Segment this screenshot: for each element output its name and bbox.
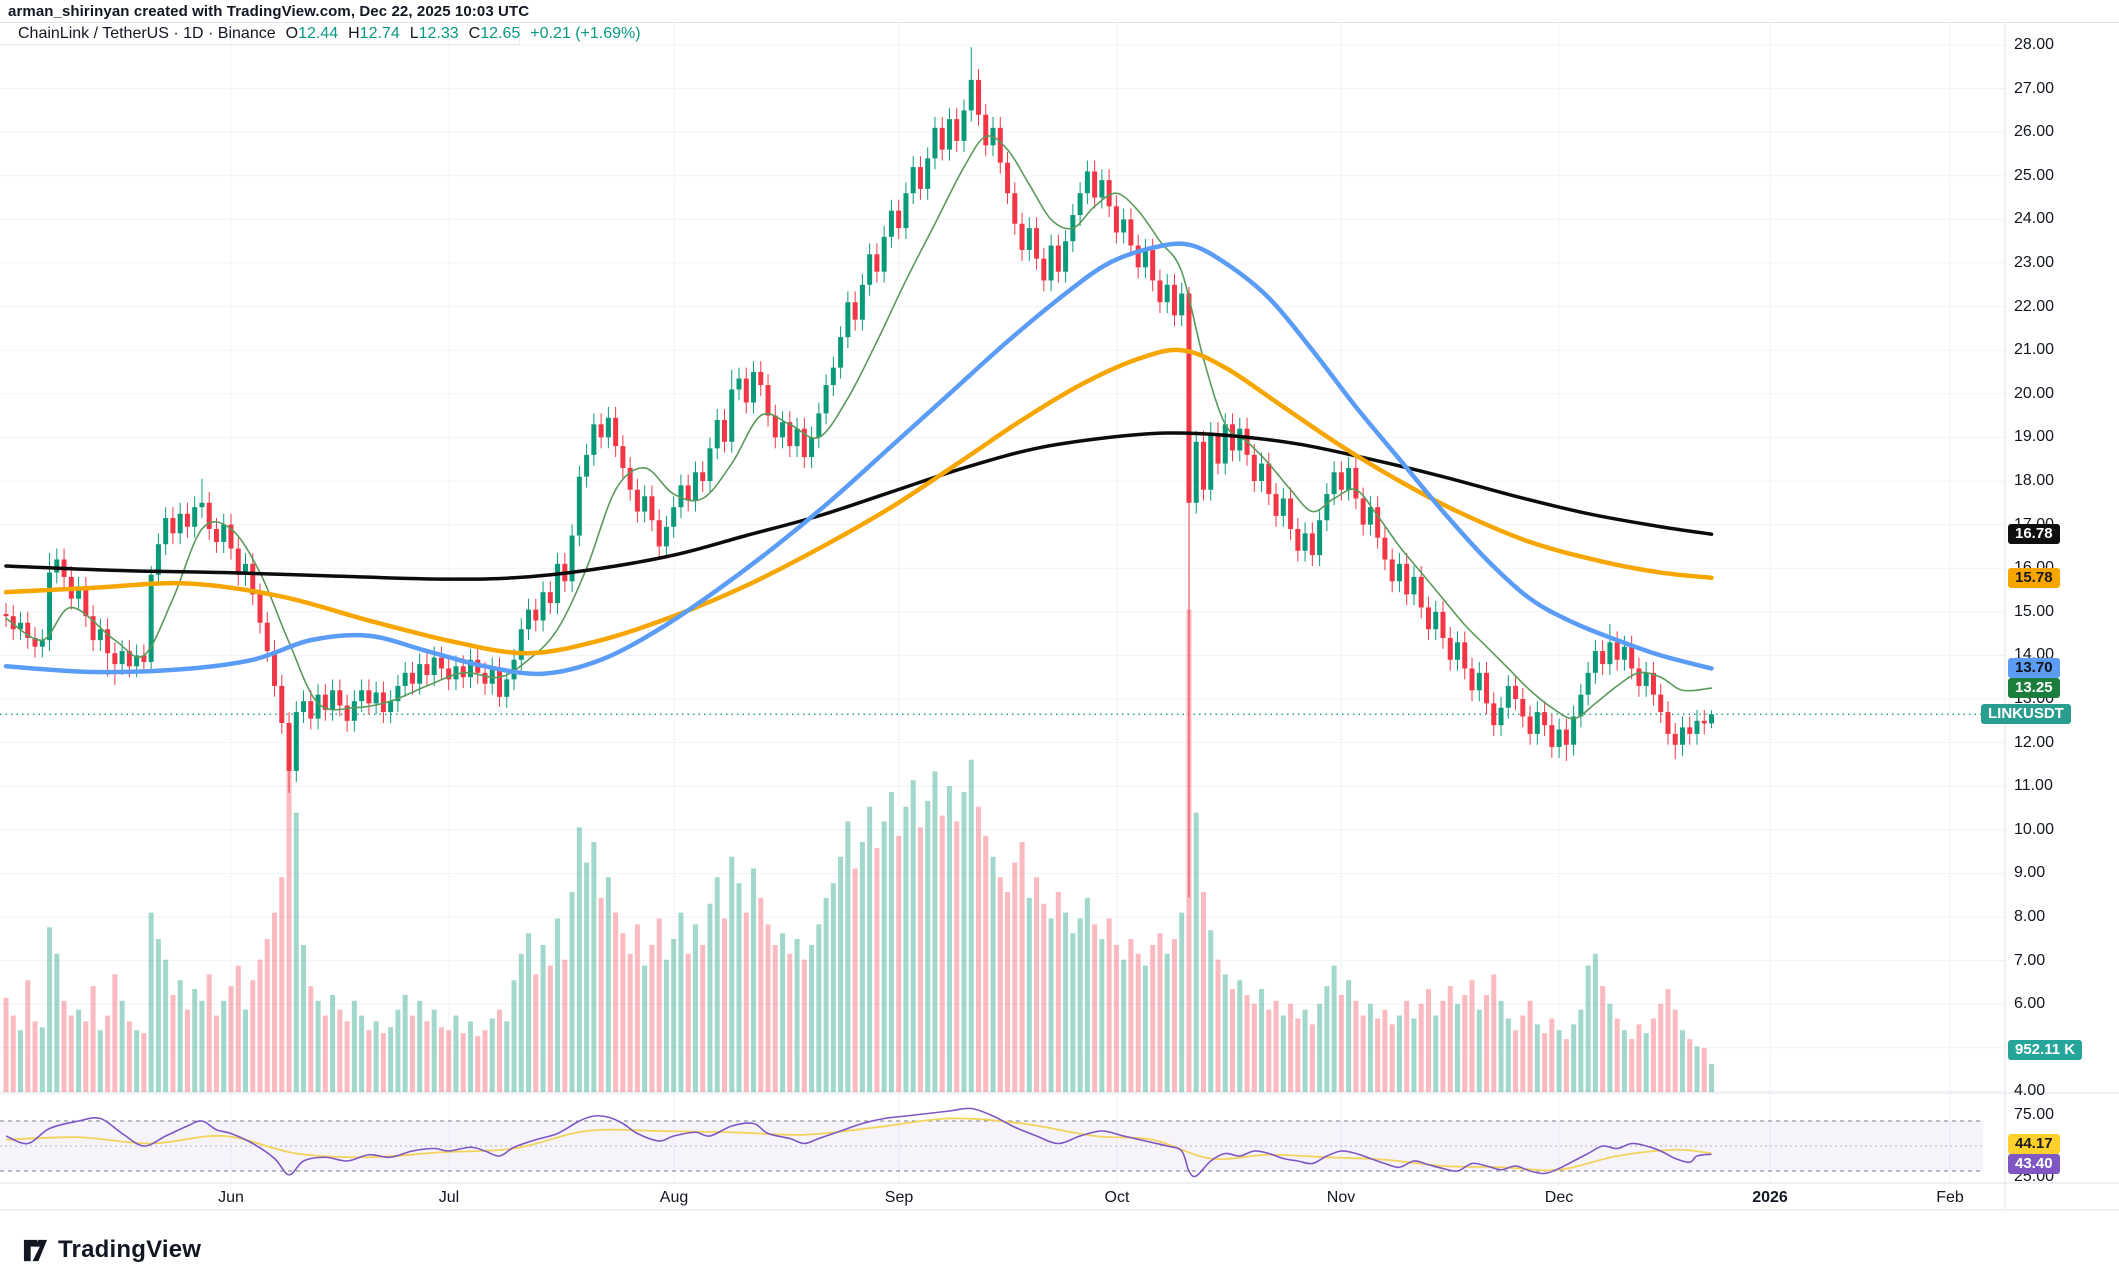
- price-tick-label[interactable]: 9.00: [2014, 864, 2046, 882]
- price-tick-label[interactable]: 7.00: [2014, 951, 2046, 969]
- price-tick-label[interactable]: 27.00: [2014, 79, 2055, 97]
- price-axis-badge: 13.70: [2008, 658, 2060, 679]
- price-tick-label[interactable]: 6.00: [2014, 995, 2046, 1013]
- volume-value-badge: 952.11 K: [2008, 1039, 2083, 1060]
- price-tick-label[interactable]: 25.00: [2014, 166, 2055, 184]
- tradingview-logo-text: TradingView: [58, 1236, 202, 1263]
- high-value: 12.74: [359, 25, 400, 42]
- price-tick-label[interactable]: 10.00: [2014, 820, 2055, 838]
- time-axis-label[interactable]: Oct: [1104, 1189, 1130, 1206]
- price-tick-label[interactable]: 24.00: [2014, 210, 2055, 228]
- time-axis-label[interactable]: Jun: [218, 1189, 244, 1206]
- ma-fast-green-line: [5, 135, 1713, 720]
- attribution-text: arman_shirinyan created with TradingView…: [8, 3, 530, 20]
- price-axis-badge: 16.78: [2008, 524, 2060, 545]
- time-axis-label[interactable]: Nov: [1326, 1189, 1356, 1206]
- symbol-legend-row: ChainLink / TetherUS · 1D · Binance O12.4…: [0, 23, 641, 45]
- rsi-ma-value-badge: 44.17: [2008, 1133, 2060, 1154]
- time-axis-label[interactable]: Aug: [659, 1189, 689, 1206]
- ma-blue-line: [3, 241, 1714, 677]
- close-label: C: [468, 25, 481, 42]
- time-axis-label[interactable]: 2026: [1752, 1189, 1788, 1206]
- low-label: L: [409, 25, 419, 42]
- grid-lines: [0, 22, 2005, 1183]
- volume-bars: [3, 609, 1715, 1092]
- price-tick-label[interactable]: 28.00: [2014, 36, 2055, 53]
- open-label: O: [285, 25, 299, 42]
- price-tick-label[interactable]: 11.00: [2014, 777, 2053, 795]
- symbol-price-badge: LINKUSDT: [1981, 704, 2071, 725]
- price-axis-badge: 13.25: [2008, 678, 2060, 699]
- rsi-value-badge: 43.40: [2008, 1153, 2060, 1174]
- price-tick-label[interactable]: 12.00: [2014, 733, 2055, 751]
- time-axis-label[interactable]: Jul: [438, 1189, 460, 1206]
- price-tick-label[interactable]: 18.00: [2014, 472, 2055, 489]
- open-value: 12.44: [298, 25, 339, 42]
- price-tick-label[interactable]: 23.00: [2014, 254, 2055, 271]
- tradingview-logo-icon: [23, 1239, 48, 1261]
- price-tick-label[interactable]: 20.00: [2014, 384, 2055, 402]
- price-tick-label[interactable]: 19.00: [2014, 428, 2055, 446]
- high-label: H: [348, 25, 360, 42]
- ma-black-line: [4, 431, 1714, 581]
- price-tick-label[interactable]: 15.00: [2014, 602, 2055, 620]
- time-axis-label[interactable]: Feb: [1936, 1189, 1964, 1206]
- price-tick-label[interactable]: 22.00: [2014, 297, 2055, 315]
- symbol-title: ChainLink / TetherUS · 1D · Binance: [18, 25, 276, 42]
- low-value: 12.33: [418, 25, 459, 42]
- price-tick-label[interactable]: 21.00: [2014, 341, 2055, 359]
- symbol-legend[interactable]: ChainLink / TetherUS · 1D · Binance O12.4…: [18, 25, 641, 43]
- tradingview-logo[interactable]: TradingView: [22, 1234, 201, 1266]
- rsi-line: [5, 1107, 1712, 1178]
- time-axis-label[interactable]: Sep: [884, 1189, 914, 1206]
- close-value: 12.65: [480, 25, 521, 42]
- price-tick-label[interactable]: 4.00: [2014, 1082, 2046, 1100]
- rsi-tick-label[interactable]: 75.00: [2014, 1105, 2055, 1123]
- attribution-bar: arman_shirinyan created with TradingView…: [0, 0, 2119, 23]
- change-value: +0.21 (+1.69%): [530, 25, 641, 42]
- time-axis-label[interactable]: Dec: [1544, 1189, 1574, 1206]
- price-tick-label[interactable]: 8.00: [2014, 908, 2046, 925]
- price-tick-label[interactable]: 26.00: [2014, 123, 2055, 141]
- price-axis-badge: 15.78: [2008, 567, 2060, 588]
